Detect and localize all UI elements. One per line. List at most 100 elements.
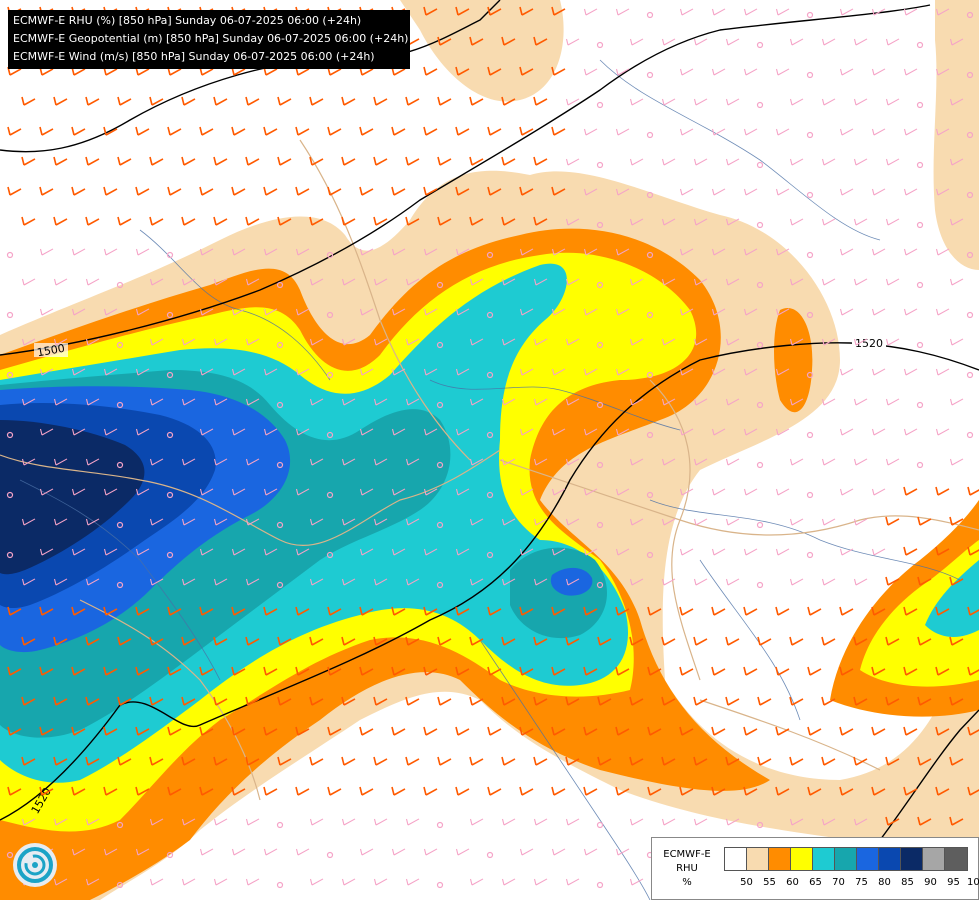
wind-calm-mark: [6, 251, 14, 259]
wind-barb: [455, 368, 470, 376]
wind-barb: [341, 818, 356, 826]
wind-barb: [295, 428, 310, 436]
wind-calm-mark: [806, 11, 814, 19]
wind-barb: [231, 186, 246, 196]
wind-barb: [277, 96, 292, 106]
wind-barb: [725, 458, 740, 466]
wind-barb: [423, 126, 438, 136]
wind-barb: [245, 636, 260, 646]
wind-barb: [373, 696, 388, 706]
wind-barb: [789, 756, 804, 766]
wind-barb: [405, 696, 420, 706]
wind-barb: [551, 488, 566, 496]
wind-barb: [149, 878, 164, 886]
wind-barb: [103, 368, 118, 376]
wind-barb: [693, 158, 708, 166]
wind-barb: [405, 458, 420, 466]
wind-barb: [519, 248, 534, 256]
wind-barb: [789, 158, 804, 166]
wind-barb: [213, 398, 228, 406]
wind-barb: [245, 578, 260, 586]
wind-barb: [39, 368, 54, 376]
legend-swatch: [747, 848, 769, 870]
wind-barb: [149, 756, 164, 766]
wind-barb: [103, 848, 118, 856]
wind-barb: [565, 756, 580, 766]
wind-barb: [213, 878, 228, 886]
legend-tick-label: 55: [763, 877, 776, 888]
wind-barb: [341, 156, 356, 166]
wind-barb: [71, 248, 86, 256]
wind-barb: [743, 368, 758, 376]
wind-barb: [231, 308, 246, 316]
wind-barb: [821, 218, 836, 226]
legend-ticks: 50 55 60 65 70 75 80 85 90 95 100: [735, 877, 979, 888]
wind-calm-mark: [806, 131, 814, 139]
wind-barb: [231, 126, 246, 136]
wind-barb: [245, 338, 260, 346]
wind-barb: [39, 248, 54, 256]
wind-barb: [501, 216, 516, 226]
legend-tick-label: 85: [901, 877, 914, 888]
contour-label-east: 1520: [855, 337, 883, 350]
wind-calm-mark: [756, 161, 764, 169]
wind-barb: [359, 786, 374, 796]
wind-barb: [117, 156, 132, 166]
wind-calm-mark: [916, 341, 924, 349]
wind-barb: [231, 848, 246, 856]
wind-barb: [501, 636, 516, 646]
wind-barb: [583, 68, 598, 76]
rhu-band-55-top: [400, 0, 564, 102]
wind-barb: [533, 878, 548, 886]
wind-barb: [949, 458, 964, 466]
wind-barb: [903, 8, 918, 16]
wind-barb: [135, 488, 150, 496]
wind-barb: [391, 786, 406, 796]
wind-barb: [693, 398, 708, 406]
wind-barb: [967, 726, 979, 736]
wind-calm-mark: [116, 521, 124, 529]
wind-barb: [423, 548, 438, 556]
wind-barb: [661, 578, 676, 586]
wind-barb: [807, 786, 822, 796]
wind-barb: [583, 368, 598, 376]
wind-barb: [935, 368, 950, 376]
wind-calm-mark: [806, 431, 814, 439]
wind-barb: [231, 786, 246, 796]
wind-barb: [181, 458, 196, 466]
wind-barb: [373, 518, 388, 526]
wind-calm-mark: [486, 551, 494, 559]
wind-barb: [935, 188, 950, 196]
wind-barb: [839, 428, 854, 436]
wind-barb: [935, 308, 950, 316]
wind-barb: [615, 548, 630, 556]
wind-barb: [629, 278, 644, 286]
legend-swatch: [835, 848, 857, 870]
wind-barb: [85, 458, 100, 466]
wind-barb: [341, 458, 356, 466]
wind-barb: [501, 36, 516, 46]
wind-barb: [615, 606, 630, 616]
wind-barb: [519, 66, 534, 76]
wind-barb: [405, 338, 420, 346]
wind-barb: [775, 128, 790, 136]
legend-tick-label: 80: [878, 877, 891, 888]
wind-barb: [295, 848, 310, 856]
wind-calm-mark: [436, 341, 444, 349]
wind-barb: [213, 696, 228, 706]
wind-barb: [71, 548, 86, 556]
wind-barb: [277, 696, 292, 706]
wind-barb: [903, 248, 918, 256]
wind-calm-mark: [916, 401, 924, 409]
wind-barb: [213, 216, 228, 226]
wind-barb: [423, 186, 438, 196]
wind-barb: [85, 398, 100, 406]
wind-calm-mark: [116, 461, 124, 469]
wind-calm-mark: [966, 191, 974, 199]
wind-barb: [295, 368, 310, 376]
wind-barb: [53, 458, 68, 466]
wind-barb: [949, 158, 964, 166]
legend-swatch: [923, 848, 945, 870]
wind-barb: [181, 398, 196, 406]
